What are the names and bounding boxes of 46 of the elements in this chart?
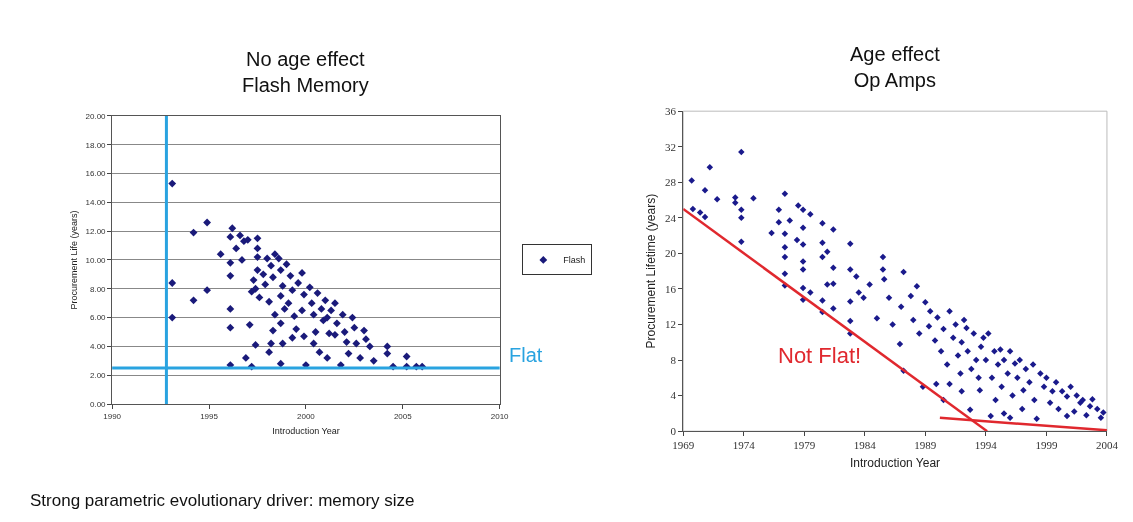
y-tick-label: 0: [670, 425, 677, 438]
y-tick-label: 32: [665, 140, 676, 153]
y-tick-label: 6.00: [89, 313, 107, 323]
annotation: Not Flat!: [778, 343, 862, 368]
x-tick-label: 2010: [490, 411, 510, 421]
y-tick-label: 4.00: [89, 342, 107, 352]
chart-subtitle: Op Amps: [853, 69, 936, 91]
legend-label: Flash: [563, 255, 586, 266]
y-tick-label: 14.00: [85, 198, 107, 208]
y-tick-label: 28: [665, 176, 677, 189]
y-tick-label: 18.00: [85, 140, 107, 150]
chart-title: Age effect: [850, 43, 941, 65]
y-tick-label: 8.00: [89, 284, 107, 294]
y-tick-label: 16.00: [85, 169, 107, 179]
y-tick-label: 2.00: [89, 371, 107, 381]
x-tick-label: 2004: [1095, 439, 1119, 452]
y-axis-title: Procurement Lifetime (years): [644, 193, 659, 349]
x-tick-label: 1969: [672, 439, 695, 452]
x-tick-label: 1990: [103, 411, 122, 421]
x-tick-label: 1984: [853, 439, 877, 452]
x-tick-label: 1994: [974, 439, 998, 452]
x-tick-label: 1989: [914, 439, 937, 452]
x-tick-label: 1999: [1035, 439, 1058, 452]
y-tick-label: 16: [665, 282, 677, 295]
y-tick-label: 0.00: [89, 399, 107, 409]
x-tick-label: 1974: [732, 439, 756, 452]
x-tick-label: 1979: [793, 439, 816, 452]
y-tick-label: 10.00: [85, 255, 107, 265]
x-tick-label: 1995: [200, 411, 219, 421]
x-tick-label: 2000: [297, 411, 316, 421]
y-tick-label: 24: [665, 211, 677, 224]
y-tick-label: 20.00: [85, 111, 107, 121]
y-tick-label: 36: [665, 105, 677, 118]
chart-subtitle: Flash Memory: [242, 74, 369, 96]
x-axis-title: Introduction Year: [272, 426, 340, 437]
x-tick-label: 2005: [393, 411, 413, 421]
chart-title: No age effect: [246, 48, 366, 70]
text: Strong parametric evolutionary driver: memory size: [30, 491, 415, 510]
y-axis-title: Procurement Life (years): [68, 210, 79, 310]
ref-line-label: Flat: [509, 344, 543, 366]
y-tick-label: 8: [670, 353, 677, 366]
y-tick-label: 4: [670, 389, 677, 402]
y-tick-label: 20: [665, 247, 677, 260]
x-axis-title: Introduction Year: [850, 456, 941, 471]
y-tick-label: 12: [665, 318, 676, 331]
y-tick-label: 12.00: [85, 226, 107, 236]
